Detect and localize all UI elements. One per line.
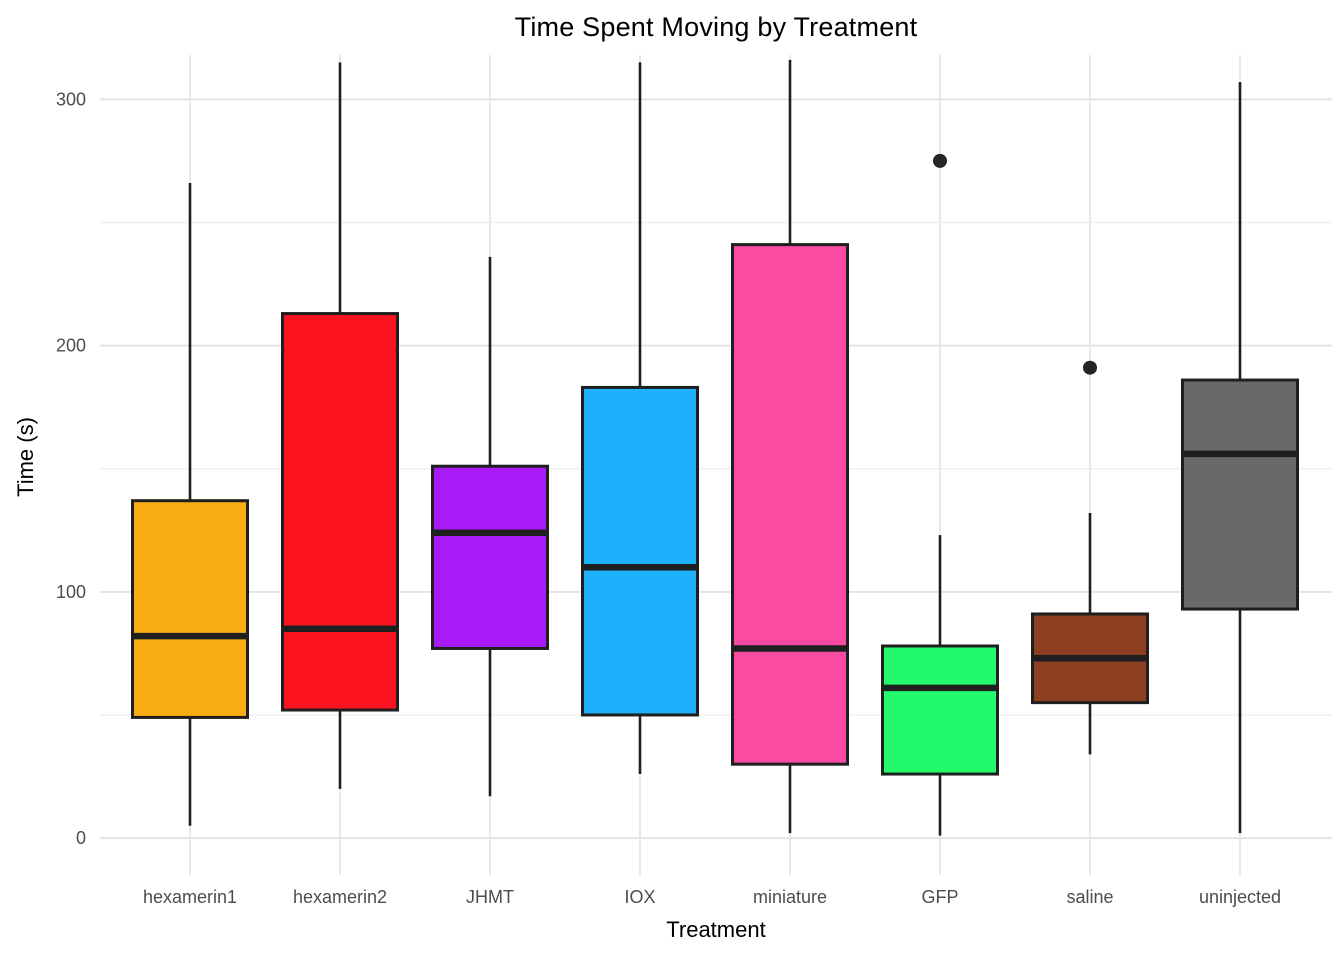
outlier-GFP: [933, 153, 947, 168]
x-tick-label: GFP: [921, 887, 958, 907]
box-miniature: [731, 243, 849, 766]
x-tick-label: hexamerin1: [143, 887, 237, 907]
y-tick-label: 100: [56, 582, 86, 602]
x-tick-label: hexamerin2: [293, 887, 387, 907]
x-tick-label: miniature: [753, 887, 827, 907]
y-tick-label: 300: [56, 89, 86, 109]
chart-title: Time Spent Moving by Treatment: [514, 12, 918, 42]
box-uninjected: [1181, 378, 1299, 611]
x-tick-label: IOX: [624, 887, 655, 907]
y-tick-label: 200: [56, 336, 86, 356]
box-JHMT: [431, 464, 549, 650]
x-tick-label: uninjected: [1199, 887, 1281, 907]
outlier-saline: [1083, 360, 1097, 375]
y-tick-label: 0: [76, 828, 86, 848]
x-axis-title: Treatment: [666, 917, 766, 942]
box-hexamerin1: [131, 499, 249, 719]
x-tick-label: saline: [1066, 887, 1113, 907]
x-tick-label: JHMT: [466, 887, 514, 907]
box-IOX: [581, 385, 699, 717]
box-hexamerin2: [281, 312, 399, 712]
box-GFP: [881, 644, 999, 776]
